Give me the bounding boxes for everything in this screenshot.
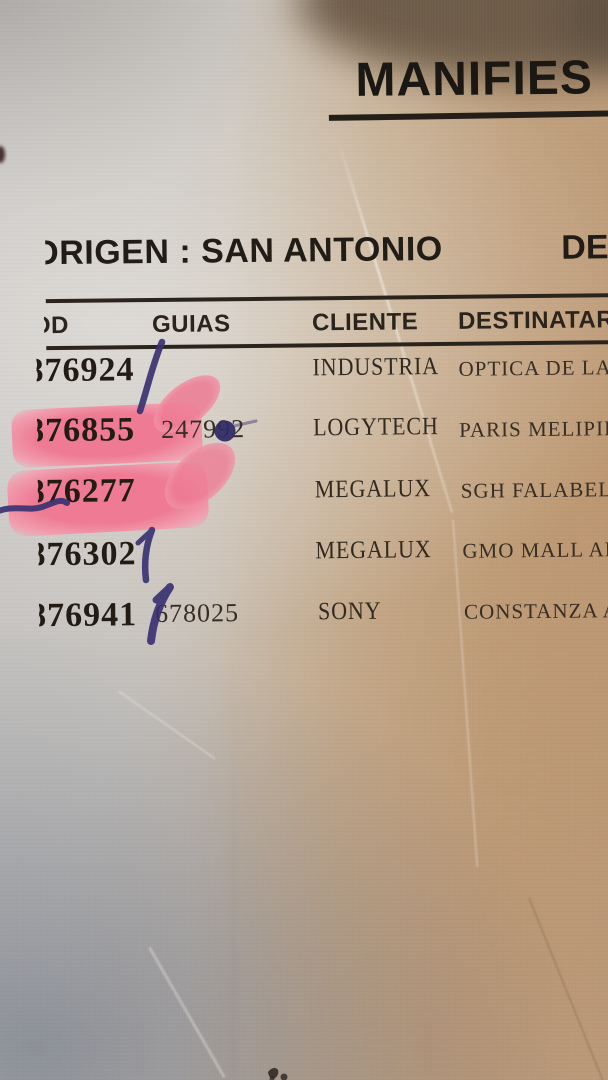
pen-squiggle-row3 — [0, 497, 70, 514]
ink-smudge-bottom — [268, 1067, 288, 1080]
pen-check-head-row5 — [152, 583, 174, 604]
pen-slash-row1 — [136, 338, 166, 415]
pen-check-flag-row4 — [135, 527, 155, 546]
paper-edge-mark — [0, 146, 5, 163]
pen-tail-row2 — [232, 419, 258, 428]
pen-dot-over-guia-row2 — [214, 420, 236, 442]
